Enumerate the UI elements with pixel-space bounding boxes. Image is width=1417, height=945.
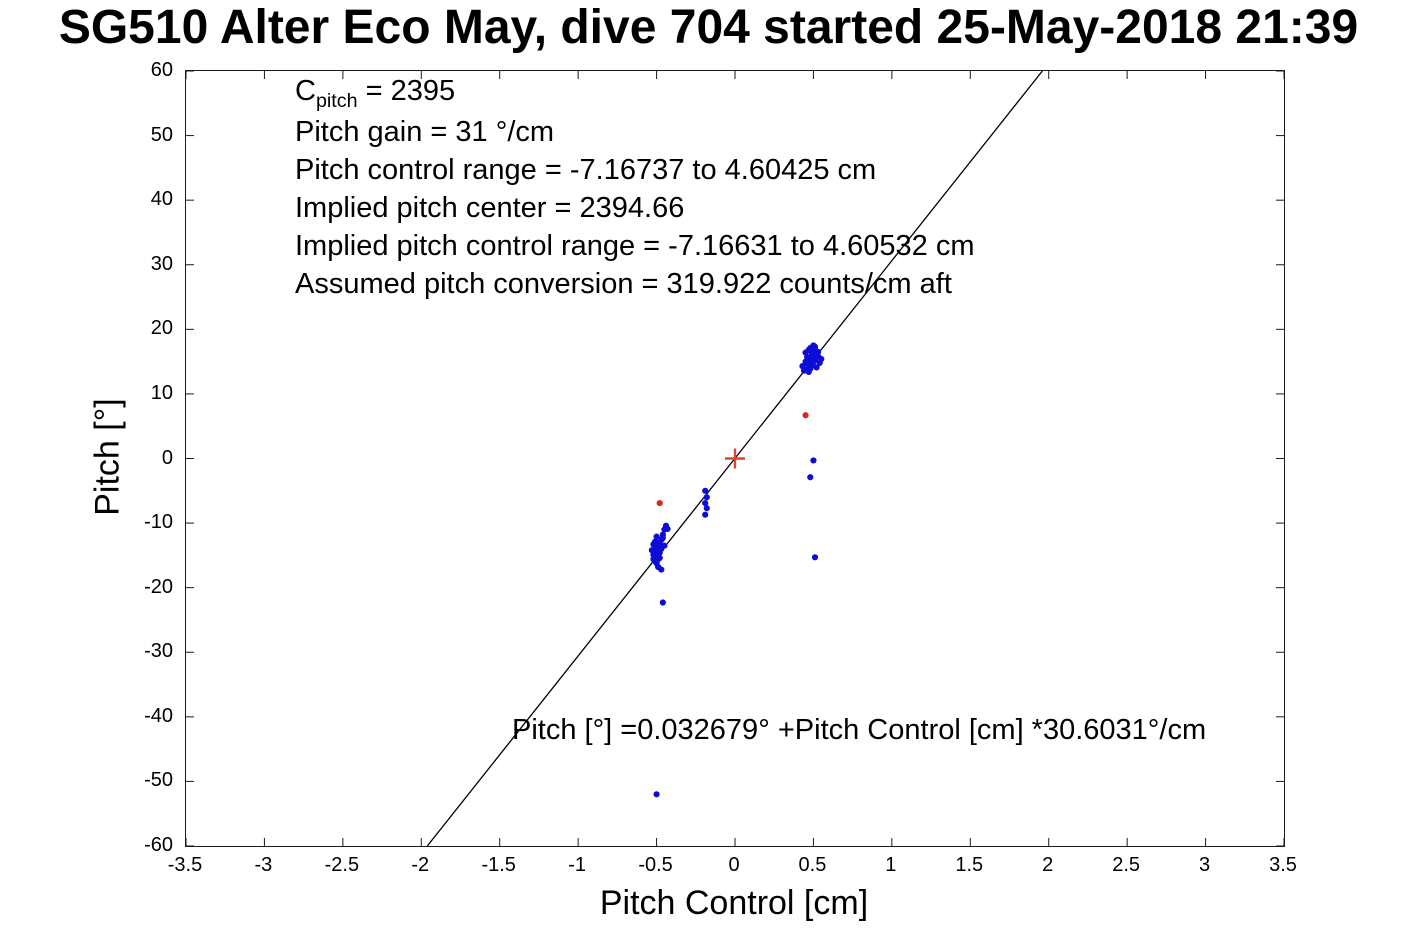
x-tick-label: 1 [885,854,897,876]
annotation-line: Implied pitch center = 2394.66 [295,192,685,224]
scatter-point [703,494,710,501]
annotation-line: Implied pitch control range = -7.16631 t… [295,230,975,262]
y-tick-label: -10 [144,511,173,534]
scatter-point [808,352,815,359]
scatter-point [648,547,655,554]
scatter-point [653,533,660,540]
x-tick-label: 3 [1199,854,1211,876]
plot-area [185,70,1285,847]
scatter-point [664,525,671,532]
x-axis-label: Pitch Control [cm] [599,884,869,922]
fit-equation-label: Pitch [°] =0.032679° +Pitch Control [cm]… [512,714,1207,746]
scatter-point [818,355,825,363]
scatter-point [799,363,806,370]
scatter-point [656,499,663,507]
scatter-point [702,499,709,507]
scatter-point [702,487,709,494]
annotation-line-cpitch: Cpitch = 2395 [295,75,456,113]
y-tick-label: 10 [150,381,173,404]
scatter-point [811,554,819,561]
scatter-point [702,511,709,518]
y-tick-label: -50 [144,769,173,792]
annotation-line: Pitch gain = 31 °/cm [295,116,555,148]
scatter-point [658,566,665,573]
x-tick-label: 2.5 [1112,854,1141,876]
scatter-point [802,358,809,365]
scatter-point [656,554,663,562]
annotation-line: Assumed pitch conversion = 319.922 count… [295,268,952,300]
y-tick-label: 20 [150,317,173,340]
scatter-point [655,545,662,552]
scatter-point [703,505,710,512]
scatter-point [651,538,659,545]
x-tick-label: -1.5 [481,854,516,876]
x-tick-label: -3.5 [167,854,203,876]
x-tick-label: -2.5 [324,854,360,876]
scatter-point [650,556,657,563]
x-tick-label: -2 [411,854,430,876]
y-tick-label: -40 [144,704,173,727]
y-tick-label: 50 [150,123,173,146]
scatter-point [810,457,817,464]
scatter-point [811,346,819,353]
y-tick-label: 40 [150,188,173,211]
scatter-point [653,791,660,798]
scatter-plot-svg [186,71,1284,846]
scatter-point [802,412,809,419]
scatter-point [805,346,812,354]
x-tick-label: 2 [1042,854,1054,876]
x-tick-label: 3.5 [1269,854,1297,876]
subscript-text: pitch [315,90,358,113]
scatter-point [659,599,666,606]
x-tick-label: -1 [568,854,587,876]
y-tick-label: -60 [144,834,173,856]
y-tick-label: -30 [144,640,173,663]
scatter-point [659,534,666,542]
x-tick-label: 1.5 [955,854,984,876]
x-tick-label: 0.5 [798,854,827,876]
x-tick-label: -3 [254,854,273,876]
y-tick-label: -20 [144,575,173,598]
scatter-point [813,364,820,371]
x-tick-label: -0.5 [638,854,673,876]
x-tick-label: 0 [728,854,740,876]
scatter-point [807,474,814,481]
y-tick-label: 0 [161,446,173,469]
chart-title: SG510 Alter Eco May, dive 704 started 25… [58,1,1359,54]
y-tick-label: 30 [150,252,173,275]
annotation-block: Cpitch = 2395 Pitch gain = 31 °/cm Pitch… [295,72,975,303]
scatter-point [661,542,668,549]
scatter-point [804,366,811,373]
annotation-line: Pitch control range = -7.16737 to 4.6042… [295,154,877,186]
y-tick-label: 60 [150,59,173,81]
